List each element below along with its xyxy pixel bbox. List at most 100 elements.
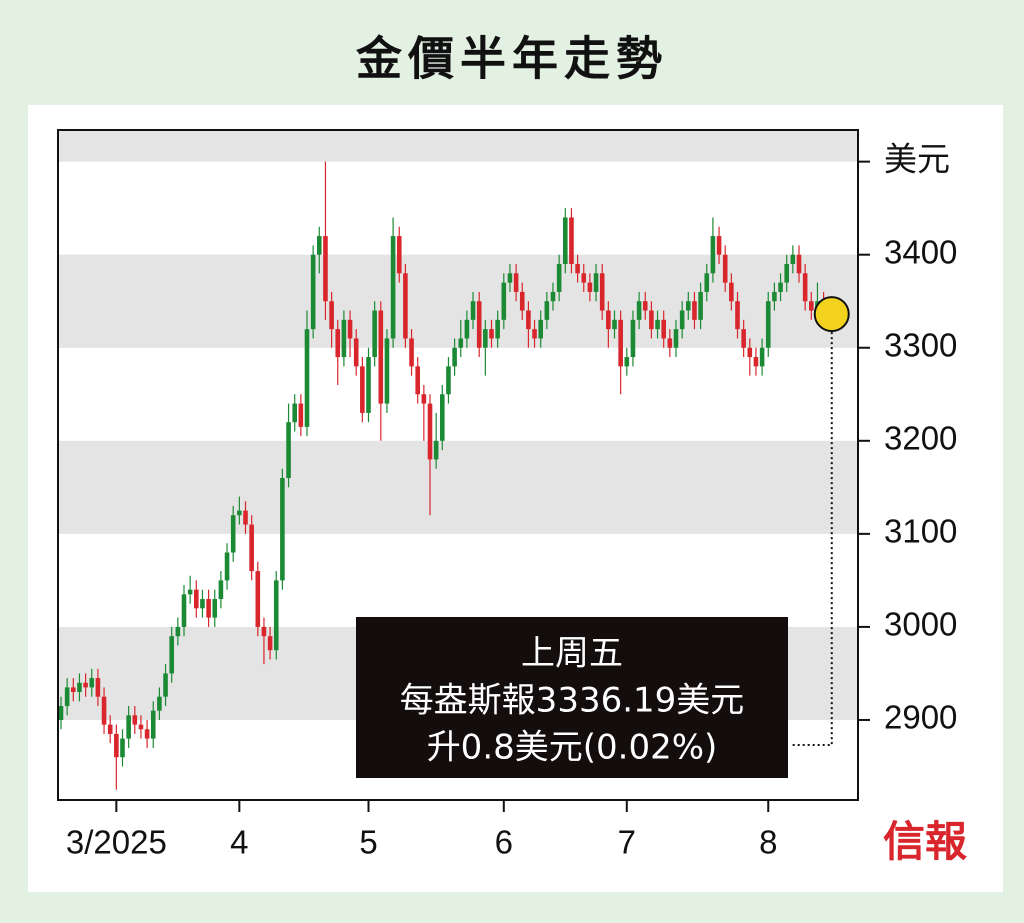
- candle-body: [772, 291, 777, 302]
- y-tick-label: 3000: [884, 606, 957, 643]
- candle-body: [661, 319, 666, 339]
- candle-body: [323, 236, 328, 302]
- candle-body: [599, 273, 605, 311]
- candle-body: [298, 403, 304, 427]
- candle-body: [704, 273, 710, 292]
- candle-body: [618, 319, 623, 367]
- candle-body: [710, 236, 716, 274]
- candle-body: [679, 310, 685, 330]
- candle-body: [304, 329, 310, 427]
- candle-body: [636, 301, 642, 320]
- candle-body: [187, 589, 193, 595]
- candle-body: [784, 264, 789, 283]
- candle-body: [470, 301, 476, 320]
- candle-body: [83, 682, 88, 688]
- candle-body: [415, 366, 420, 395]
- candle-body: [126, 715, 131, 739]
- candle-body: [372, 310, 377, 358]
- y-tick-label: 3300: [884, 326, 957, 363]
- candle-body: [649, 310, 654, 330]
- candle-body: [753, 357, 759, 367]
- candle-body: [747, 347, 753, 358]
- candle-body: [206, 599, 211, 618]
- candle-body: [138, 724, 144, 730]
- candle-body: [292, 403, 297, 423]
- candle-body: [667, 338, 673, 348]
- candle-body: [255, 571, 261, 627]
- candle-body: [802, 273, 808, 302]
- candle-body: [150, 710, 156, 739]
- x-tick-label: 6: [495, 824, 513, 861]
- candle-body: [544, 301, 550, 320]
- candle-body: [169, 636, 174, 674]
- y-tick-label: 3100: [884, 513, 957, 550]
- candle-body: [556, 264, 562, 292]
- candle-body: [735, 301, 740, 330]
- candle-body: [390, 236, 396, 339]
- last-price-marker: [813, 296, 850, 333]
- x-tick-label: 7: [618, 824, 636, 861]
- candle-body: [366, 357, 371, 413]
- logo: 信報: [883, 817, 967, 866]
- plot-frame: [57, 129, 859, 801]
- candle-body: [267, 636, 273, 651]
- candle-body: [796, 254, 802, 274]
- candle-body: [249, 524, 254, 572]
- candle-body: [360, 366, 365, 413]
- candle-body: [175, 626, 181, 637]
- candle-body: [673, 329, 679, 348]
- candle-body: [532, 329, 537, 339]
- candle-body: [89, 678, 95, 688]
- candle-body: [132, 715, 138, 725]
- y-tick-label: 美元: [884, 140, 950, 177]
- annotation-text: 升0.8美元(0.02%): [427, 728, 718, 768]
- candle-body: [519, 291, 525, 311]
- candle-body: [200, 599, 205, 609]
- candle-body: [563, 217, 568, 264]
- annotation-text: 上周五: [521, 634, 623, 674]
- candle-body: [384, 338, 390, 404]
- candle-body: [286, 422, 291, 479]
- candle-body: [483, 329, 488, 348]
- candle-body: [317, 236, 322, 255]
- candle-body: [310, 254, 316, 330]
- candle-body: [194, 589, 199, 609]
- candle-body: [476, 301, 482, 348]
- candle-body: [95, 678, 101, 697]
- candle-body: [686, 301, 691, 311]
- candle-body: [120, 738, 125, 758]
- candle-body: [642, 301, 648, 311]
- candle-body: [716, 236, 722, 255]
- candle-body: [261, 626, 267, 637]
- candle-body: [587, 282, 593, 292]
- candle-body: [741, 329, 746, 348]
- leader-line: [790, 332, 833, 746]
- candle-body: [440, 394, 445, 441]
- candle-body: [809, 301, 814, 311]
- candle-body: [698, 291, 703, 320]
- x-tick-label: 8: [759, 824, 777, 861]
- candle-body: [114, 733, 119, 758]
- candle-body: [64, 687, 70, 707]
- candle-body: [107, 724, 113, 734]
- candle-body: [778, 282, 783, 292]
- candle-body: [489, 329, 494, 339]
- candle-body: [353, 338, 359, 367]
- candle-body: [181, 594, 187, 627]
- candle-body: [569, 217, 574, 264]
- candle-body: [347, 319, 353, 339]
- candle-body: [71, 687, 76, 693]
- candle-body: [409, 338, 414, 367]
- candle-body: [243, 510, 248, 525]
- candle-body: [550, 291, 556, 302]
- candle-body: [765, 301, 771, 348]
- candle-body: [230, 515, 236, 553]
- y-tick-label: 3400: [884, 233, 957, 270]
- candle-body: [237, 510, 242, 516]
- candle-body: [224, 552, 230, 581]
- candle-body: [458, 338, 464, 348]
- candle-body: [446, 366, 451, 395]
- candle-body: [526, 310, 531, 330]
- candle-body: [452, 347, 457, 367]
